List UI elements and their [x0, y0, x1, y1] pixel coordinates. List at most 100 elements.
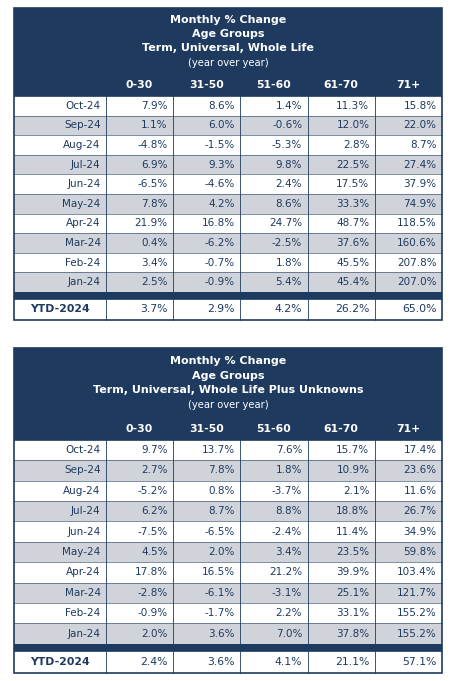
- Bar: [240, 481, 307, 501]
- Bar: [106, 603, 173, 623]
- Text: Jan-24: Jan-24: [67, 629, 100, 639]
- Bar: [106, 417, 173, 440]
- Text: 61-70: 61-70: [323, 80, 358, 91]
- Bar: [374, 174, 441, 194]
- Bar: [173, 651, 240, 673]
- Text: Term, Universal, Whole Life Plus Unknowns: Term, Universal, Whole Life Plus Unknown…: [92, 385, 363, 395]
- Bar: [106, 214, 173, 233]
- Bar: [14, 603, 106, 623]
- Bar: [14, 460, 106, 481]
- Text: 12.0%: 12.0%: [336, 121, 369, 131]
- Text: Jul-24: Jul-24: [71, 506, 100, 516]
- Text: 1.1%: 1.1%: [141, 121, 167, 131]
- Text: 8.7%: 8.7%: [409, 140, 435, 150]
- Text: Monthly % Change: Monthly % Change: [170, 356, 285, 366]
- Text: 4.2%: 4.2%: [274, 304, 302, 315]
- Text: 7.0%: 7.0%: [275, 629, 302, 639]
- Bar: [374, 155, 441, 174]
- Bar: [374, 522, 441, 542]
- Bar: [307, 542, 374, 563]
- Bar: [240, 417, 307, 440]
- Bar: [106, 272, 173, 292]
- Text: -6.5%: -6.5%: [204, 526, 234, 537]
- Text: 121.7%: 121.7%: [396, 588, 435, 598]
- Text: Age Groups: Age Groups: [192, 370, 263, 381]
- Text: 207.0%: 207.0%: [396, 277, 435, 287]
- Bar: [14, 8, 441, 75]
- Text: 0.4%: 0.4%: [141, 238, 167, 248]
- Bar: [14, 522, 106, 542]
- Bar: [14, 194, 106, 214]
- Bar: [173, 522, 240, 542]
- Text: 3.6%: 3.6%: [207, 657, 234, 667]
- Text: 11.4%: 11.4%: [335, 526, 369, 537]
- Bar: [106, 651, 173, 673]
- Text: 45.4%: 45.4%: [335, 277, 369, 287]
- Text: 7.8%: 7.8%: [208, 465, 234, 475]
- Bar: [307, 651, 374, 673]
- Bar: [106, 253, 173, 272]
- Text: May-24: May-24: [62, 547, 100, 557]
- Text: -6.1%: -6.1%: [204, 588, 234, 598]
- Text: -4.8%: -4.8%: [137, 140, 167, 150]
- Bar: [374, 440, 441, 460]
- Bar: [240, 233, 307, 253]
- Text: 0-30: 0-30: [126, 80, 153, 91]
- Text: 9.8%: 9.8%: [275, 159, 302, 170]
- Bar: [240, 583, 307, 603]
- Bar: [240, 542, 307, 563]
- Bar: [106, 623, 173, 644]
- Bar: [106, 194, 173, 214]
- Text: 2.5%: 2.5%: [141, 277, 167, 287]
- Text: -5.3%: -5.3%: [271, 140, 302, 150]
- Text: 4.5%: 4.5%: [141, 547, 167, 557]
- Bar: [307, 75, 374, 96]
- Text: 51-60: 51-60: [256, 424, 291, 434]
- Text: 155.2%: 155.2%: [396, 629, 435, 639]
- Bar: [173, 299, 240, 320]
- Text: Sep-24: Sep-24: [64, 121, 100, 131]
- Bar: [240, 75, 307, 96]
- Bar: [240, 253, 307, 272]
- Text: 4.2%: 4.2%: [208, 199, 234, 209]
- Text: Aug-24: Aug-24: [63, 486, 100, 496]
- Bar: [106, 155, 173, 174]
- Bar: [240, 194, 307, 214]
- Bar: [374, 96, 441, 116]
- Text: (year over year): (year over year): [187, 400, 268, 410]
- Text: 2.7%: 2.7%: [141, 465, 167, 475]
- Bar: [307, 583, 374, 603]
- Text: -2.4%: -2.4%: [271, 526, 302, 537]
- Bar: [14, 214, 106, 233]
- Bar: [374, 481, 441, 501]
- Text: Aug-24: Aug-24: [63, 140, 100, 150]
- Text: 9.7%: 9.7%: [141, 445, 167, 455]
- Bar: [14, 75, 106, 96]
- Text: 3.6%: 3.6%: [208, 629, 234, 639]
- Bar: [173, 194, 240, 214]
- Text: 103.4%: 103.4%: [396, 567, 435, 577]
- Bar: [374, 299, 441, 320]
- Text: -3.1%: -3.1%: [271, 588, 302, 598]
- Bar: [173, 417, 240, 440]
- Text: Jun-24: Jun-24: [67, 526, 100, 537]
- Text: 0-30: 0-30: [126, 424, 153, 434]
- Bar: [173, 174, 240, 194]
- Text: 3.4%: 3.4%: [275, 547, 302, 557]
- Bar: [14, 233, 106, 253]
- Text: 2.9%: 2.9%: [207, 304, 234, 315]
- Bar: [106, 522, 173, 542]
- Text: 8.6%: 8.6%: [208, 101, 234, 111]
- Bar: [374, 542, 441, 563]
- Text: -1.7%: -1.7%: [204, 608, 234, 618]
- Text: YTD-2024: YTD-2024: [30, 304, 90, 315]
- Text: 155.2%: 155.2%: [396, 608, 435, 618]
- Bar: [307, 194, 374, 214]
- Bar: [106, 96, 173, 116]
- Bar: [106, 563, 173, 583]
- Bar: [14, 96, 106, 116]
- Bar: [240, 116, 307, 136]
- Bar: [106, 501, 173, 522]
- Text: -0.6%: -0.6%: [272, 121, 302, 131]
- Bar: [374, 75, 441, 96]
